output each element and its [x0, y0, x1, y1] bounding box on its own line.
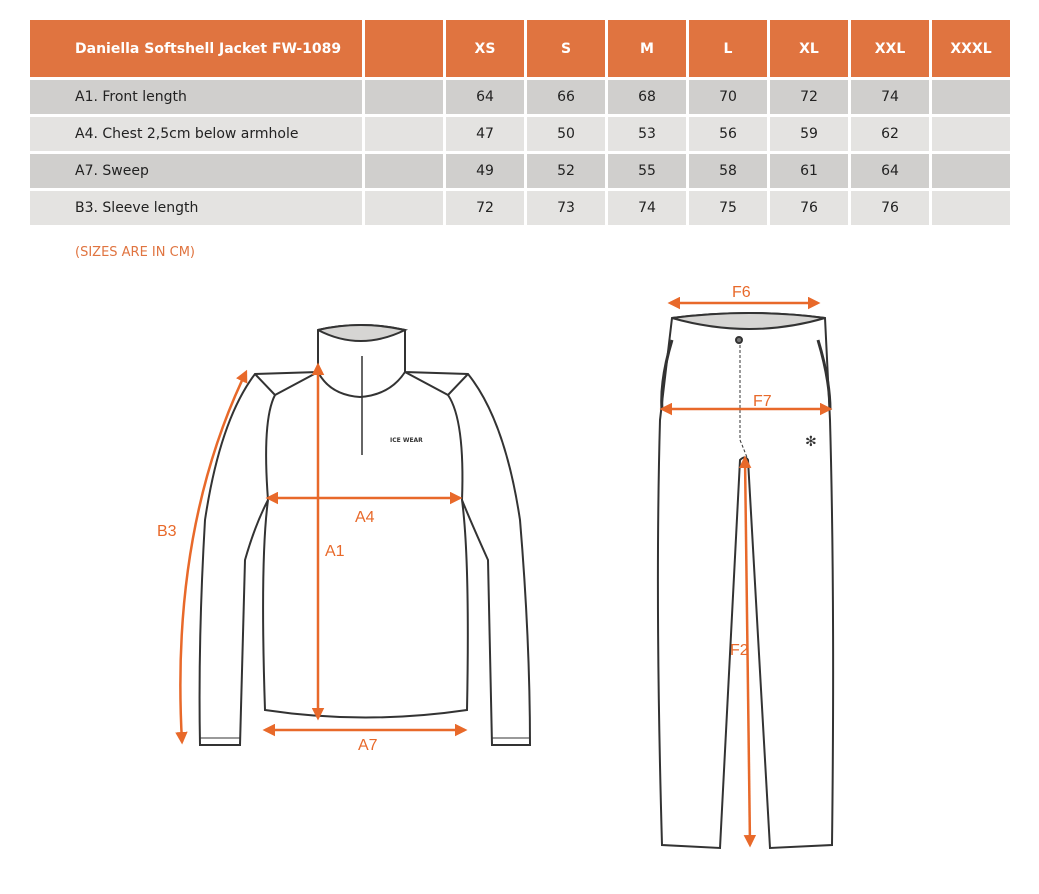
size-header-s: S — [527, 20, 605, 77]
size-header-xxl: XXL — [851, 20, 929, 77]
blank-cell — [365, 117, 443, 151]
label-f6: F6 — [732, 284, 751, 301]
measurement-value — [932, 154, 1010, 188]
measurement-value: 74 — [851, 80, 929, 114]
measurement-label: A1. Front length — [30, 80, 362, 114]
label-b3: B3 — [157, 523, 177, 540]
measurement-value: 64 — [851, 154, 929, 188]
measurement-value: 49 — [446, 154, 524, 188]
label-a4: A4 — [355, 509, 375, 526]
size-header-xs: XS — [446, 20, 524, 77]
blank-cell — [365, 191, 443, 225]
measurement-value: 72 — [770, 80, 848, 114]
label-a1: A1 — [325, 543, 345, 560]
measurement-value: 76 — [851, 191, 929, 225]
table-title: Daniella Softshell Jacket FW-1089 — [30, 20, 362, 77]
measurement-value: 68 — [608, 80, 686, 114]
size-header-l: L — [689, 20, 767, 77]
measurement-value: 52 — [527, 154, 605, 188]
measurement-value: 72 — [446, 191, 524, 225]
measurement-value: 62 — [851, 117, 929, 151]
blank-cell — [365, 80, 443, 114]
size-header-m: M — [608, 20, 686, 77]
dimension-arrows — [175, 296, 833, 848]
measurement-value: 50 — [527, 117, 605, 151]
label-f2: F2 — [730, 642, 749, 659]
measurement-value: 53 — [608, 117, 686, 151]
measurement-value — [932, 191, 1010, 225]
header-blank-cell — [365, 20, 443, 77]
measurement-value: 64 — [446, 80, 524, 114]
measurement-value: 75 — [689, 191, 767, 225]
units-note: (SIZES ARE IN CM) — [75, 245, 195, 260]
size-header-xl: XL — [770, 20, 848, 77]
measurement-label: A7. Sweep — [30, 154, 362, 188]
measurement-value: 74 — [608, 191, 686, 225]
measurement-value: 73 — [527, 191, 605, 225]
measurement-label: A4. Chest 2,5cm below armhole — [30, 117, 362, 151]
measurement-value: 58 — [689, 154, 767, 188]
measurement-value: 66 — [527, 80, 605, 114]
measurement-value — [932, 117, 1010, 151]
measurement-value: 59 — [770, 117, 848, 151]
blank-cell — [365, 154, 443, 188]
measurement-value: 61 — [770, 154, 848, 188]
measurement-value — [932, 80, 1010, 114]
measurement-value: 56 — [689, 117, 767, 151]
size-header-xxxl: XXXL — [932, 20, 1010, 77]
pants-drawing — [656, 312, 835, 850]
label-a7: A7 — [358, 737, 378, 754]
label-f7: F7 — [753, 393, 772, 410]
jacket-drawing — [198, 324, 532, 746]
measurement-label: B3. Sleeve length — [30, 191, 362, 225]
measurement-value: 70 — [689, 80, 767, 114]
brand-flower-icon: ✻ — [805, 434, 817, 450]
measurement-value: 55 — [608, 154, 686, 188]
brand-logo: ICE WEAR — [390, 437, 423, 444]
measurement-value: 76 — [770, 191, 848, 225]
measurement-value: 47 — [446, 117, 524, 151]
